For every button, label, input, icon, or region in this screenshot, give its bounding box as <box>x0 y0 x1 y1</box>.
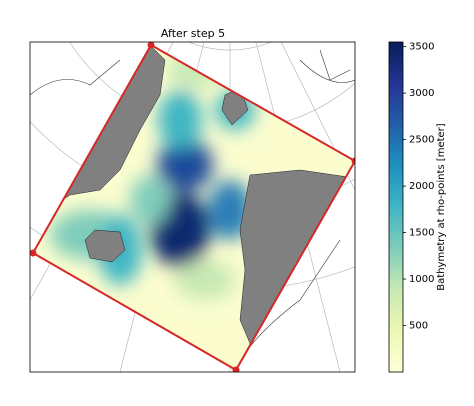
colorbar-tick-label: 2500 <box>409 135 434 146</box>
colorbar-tick-label: 1500 <box>409 228 434 239</box>
map-frame <box>29 41 356 373</box>
colorbar-tick-label: 3000 <box>409 88 434 99</box>
colorbar-tick-label: 500 <box>409 321 428 332</box>
map <box>30 42 355 372</box>
colorbar-label: Bathymetry at rho-points [meter] <box>436 123 447 290</box>
colorbar <box>388 41 404 373</box>
map-title: After step 5 <box>161 27 225 40</box>
colorbar-tick-label: 2000 <box>409 181 434 192</box>
colorbar-tick-label: 1000 <box>409 274 434 285</box>
colorbar-tick-label: 3500 <box>409 42 434 53</box>
